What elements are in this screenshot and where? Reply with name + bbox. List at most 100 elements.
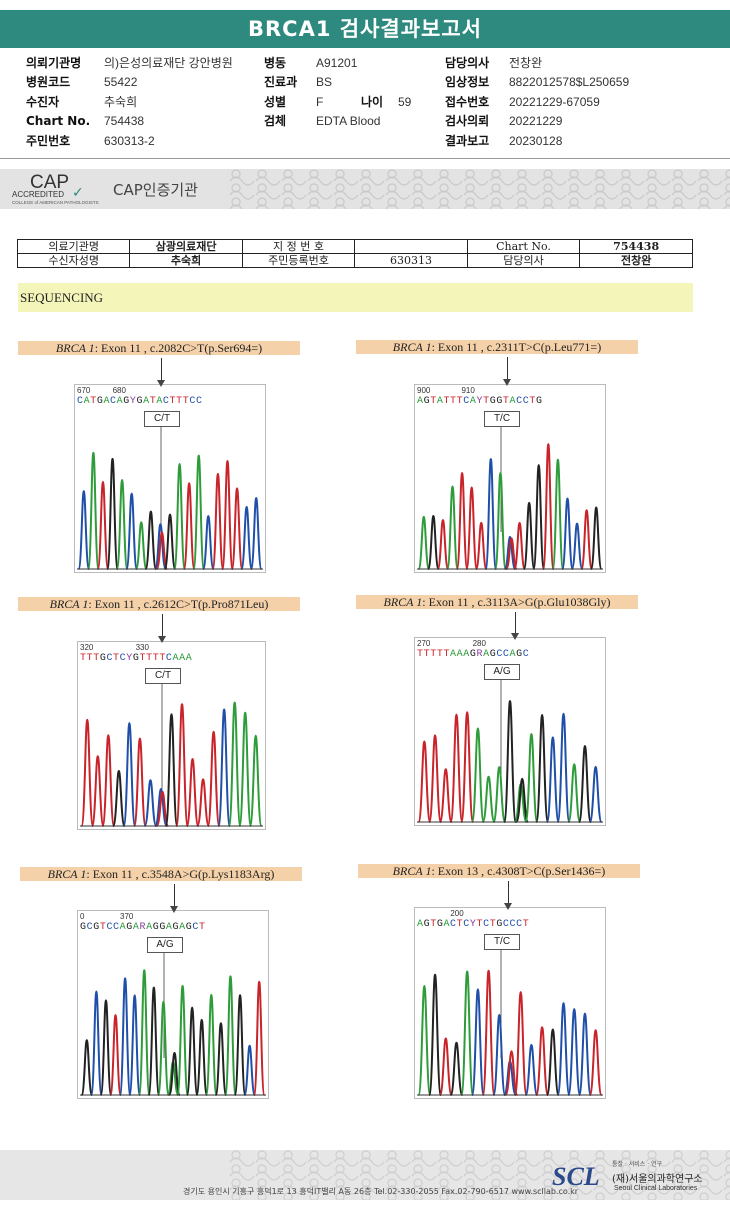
report-title: BRCA1 검사결과보고서 xyxy=(0,10,730,48)
trace-peak xyxy=(449,713,464,823)
trace-peak xyxy=(163,513,177,570)
base-letter: A xyxy=(132,922,140,933)
footer-address: 경기도 용인시 기흥구 흥덕1로 13 흥덕IT밸리 A동 26층 Tel.02… xyxy=(183,1187,579,1196)
patient-table: 의료기관명 삼광의료재단 지 정 번 호 Chart No. 754438 수신… xyxy=(16,239,693,268)
value: 20221229 xyxy=(509,114,563,129)
variant-desc: : Exon 11 , c.3113A>G(p.Glu1038Gly) xyxy=(422,595,611,609)
trace-peak xyxy=(243,1044,256,1096)
chromatogram-6: 200 AGTGACTCYTCTGCCCT T/C xyxy=(414,907,606,1099)
trace-peak xyxy=(112,770,126,827)
trace-peak xyxy=(588,1029,603,1096)
base-letter: T xyxy=(152,653,160,664)
base-letter: C xyxy=(516,919,523,930)
trace-peak xyxy=(427,515,440,570)
base-letter: T xyxy=(169,396,177,407)
base-letter: T xyxy=(443,396,451,407)
base-letter: G xyxy=(185,922,193,933)
trace-peak xyxy=(80,718,95,827)
base-letter: C xyxy=(165,653,173,664)
decorative-pattern xyxy=(229,1150,730,1200)
genotype-call: A/G xyxy=(147,937,183,953)
value: 전창완 xyxy=(509,56,543,70)
variant-desc: : Exon 11 , c.2612C>T(p.Pro871Leu) xyxy=(88,597,269,611)
base-letter: C xyxy=(113,922,120,933)
trace-peak xyxy=(535,714,549,823)
base-letter: T xyxy=(176,396,183,407)
base-letter: C xyxy=(119,653,127,664)
label: Chart No. xyxy=(26,114,91,129)
label: 검체 xyxy=(264,114,287,129)
base-letter: T xyxy=(159,653,166,664)
trace-peak xyxy=(524,1044,539,1096)
base-letter: T xyxy=(456,396,464,407)
table-cell: 전창완 xyxy=(579,253,693,268)
trace-peak xyxy=(192,454,205,570)
base-letter: T xyxy=(146,653,153,664)
base-letter: A xyxy=(185,653,193,664)
base-letter: T xyxy=(456,919,464,930)
base-letter: C xyxy=(516,396,523,407)
base-letter: T xyxy=(430,396,437,407)
base-sequence: AGTGACTCYTCTGCCCT xyxy=(417,919,529,930)
trace-peak xyxy=(125,492,138,570)
base-letter: Y xyxy=(476,396,484,407)
base-letter: G xyxy=(172,922,180,933)
trace-peak xyxy=(157,1000,170,1096)
base-letter: T xyxy=(149,396,157,407)
label: 진료과 xyxy=(264,75,298,90)
variant-label-1: BRCA 1: Exon 11 , c.2082C>T(p.Ser694=) xyxy=(18,341,300,355)
chromatogram-1: 670 680 CATGACAGYGATACTTTCC C/T xyxy=(74,384,266,573)
trace-peak xyxy=(168,1051,181,1096)
table-cell: Chart No. xyxy=(466,239,581,254)
scl-logo: SCL xyxy=(552,1162,600,1191)
trace-peak xyxy=(233,994,247,1096)
trace-peak xyxy=(182,482,196,570)
label: 수진자 xyxy=(26,94,60,109)
cap-logo-text: CAP xyxy=(30,172,70,193)
base-sequence: CATGACAGYGATACTTTCC xyxy=(77,396,203,407)
base-letter: G xyxy=(93,922,100,933)
trace-peak xyxy=(438,768,453,823)
trace-peak xyxy=(217,708,231,827)
base-letter: C xyxy=(106,922,114,933)
variant-label-6: BRCA 1: Exon 13 , c.4308T>C(p.Ser1436=) xyxy=(358,864,640,878)
base-letter: T xyxy=(99,922,107,933)
base-letter: T xyxy=(93,653,100,664)
trace-peak xyxy=(135,521,148,570)
trace-peak xyxy=(475,521,488,570)
base-letter: G xyxy=(436,919,444,930)
label: 담당의사 xyxy=(445,56,490,70)
trace-peak xyxy=(99,999,113,1096)
trace-peak xyxy=(77,490,91,570)
trace-peak xyxy=(504,1050,519,1096)
trace-peak xyxy=(106,457,119,570)
gene-name: BRCA 1 xyxy=(55,341,95,355)
base-letter: G xyxy=(423,396,431,407)
chromatogram-2: 900 910 AGTATTTCAYTGGTACCTG T/C xyxy=(414,384,606,573)
genotype-call: T/C xyxy=(484,934,520,950)
base-letter: T xyxy=(529,396,536,407)
trace-peak xyxy=(481,775,496,823)
info-col-1: 의뢰기관명 의)은성의료재단 강안병원 병원코드 55422 수진자 추숙희 Char… xyxy=(26,54,233,151)
trace-peak xyxy=(455,472,469,570)
trace-peak xyxy=(154,523,167,570)
trace-peak xyxy=(206,730,221,827)
base-letter: T xyxy=(113,653,120,664)
base-letter: R xyxy=(476,649,484,660)
value: 55422 xyxy=(104,75,138,90)
label: 결과보고 xyxy=(445,133,490,148)
trace-peak xyxy=(133,737,147,827)
trace-peak xyxy=(248,734,263,827)
base-letter: A xyxy=(456,649,464,660)
variant-desc: : Exon 13 , c.4308T>C(p.Ser1436=) xyxy=(431,864,606,878)
wave-pattern xyxy=(229,1150,730,1200)
base-letter: T xyxy=(443,649,451,660)
base-letter: G xyxy=(80,922,87,933)
label: 임상정보 xyxy=(445,75,490,90)
base-letter: A xyxy=(146,922,153,933)
trace-peak xyxy=(570,522,584,570)
base-letter: C xyxy=(502,649,510,660)
label: 병원코드 xyxy=(26,75,71,90)
check-icon: ✓ xyxy=(72,185,84,201)
variant-desc: : Exon 11 , c.2311T>C(p.Leu771=) xyxy=(431,340,602,354)
